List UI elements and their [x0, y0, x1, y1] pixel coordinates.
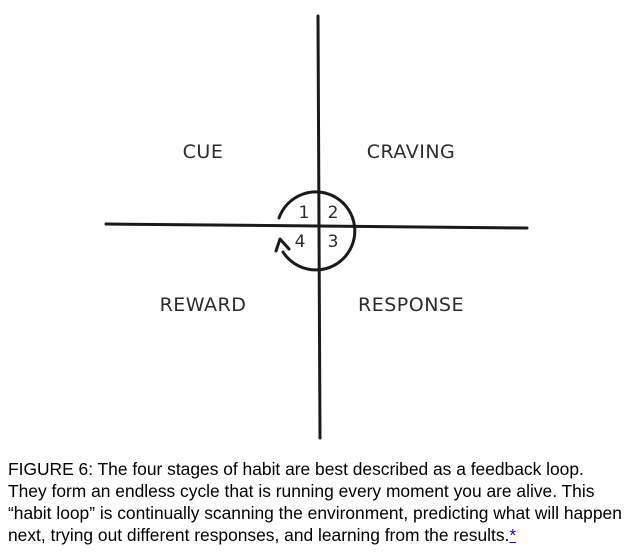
stage-number-4: 4 — [295, 232, 306, 252]
quadrant-label-cue: CUE — [183, 141, 224, 163]
caption-text: FIGURE 6: The four stages of habit are b… — [8, 459, 622, 545]
habit-loop-diagram: CUE CRAVING REWARD RESPONSE 1 2 3 4 — [104, 14, 529, 440]
quadrant-label-response: RESPONSE — [358, 294, 464, 316]
quadrant-label-craving: CRAVING — [367, 141, 456, 163]
loop-arrowhead — [274, 237, 291, 253]
quadrant-label-reward: REWARD — [160, 294, 247, 316]
figure-caption: FIGURE 6: The four stages of habit are b… — [8, 458, 624, 546]
stage-number-2: 2 — [328, 203, 339, 223]
footnote-link[interactable]: * — [509, 525, 517, 545]
horizontal-axis — [104, 222, 529, 230]
stage-number-3: 3 — [328, 232, 339, 252]
loop-arc — [277, 190, 357, 272]
stage-number-1: 1 — [299, 203, 310, 223]
